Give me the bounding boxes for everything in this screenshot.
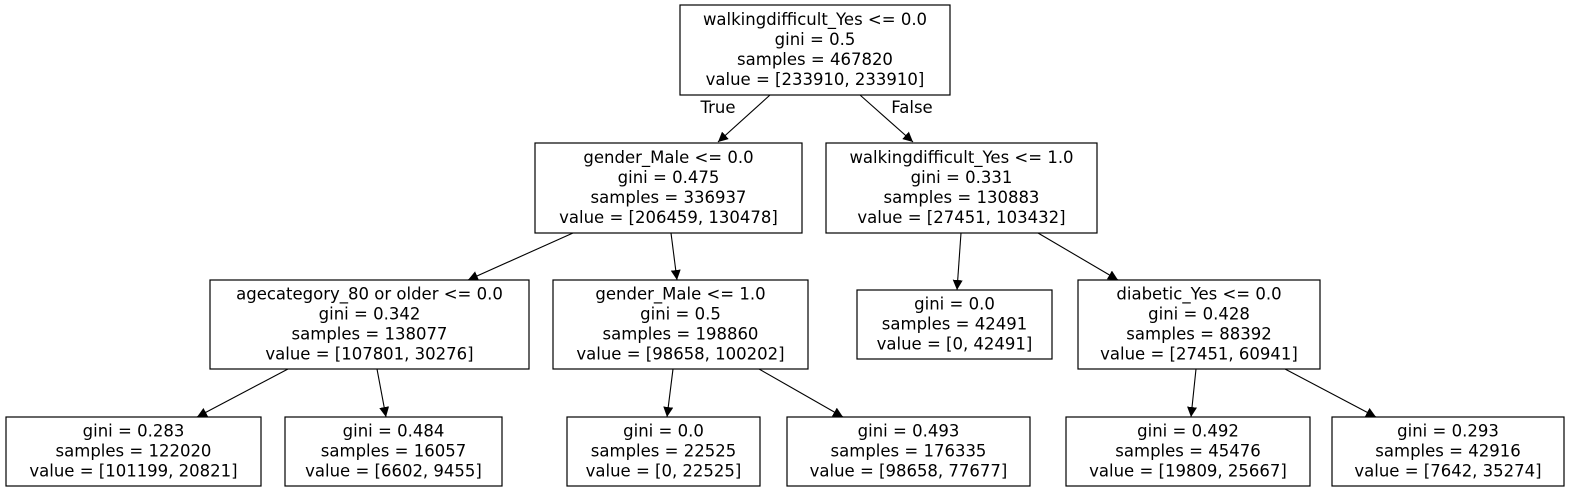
- node-line: gini = 0.484: [343, 422, 445, 441]
- node-line: samples = 122020: [56, 442, 212, 461]
- node-line: samples = 42916: [1375, 442, 1520, 461]
- node-line: gini = 0.293: [1397, 422, 1499, 441]
- node-line: samples = 16057: [321, 442, 466, 461]
- node-line: samples = 467820: [737, 50, 893, 69]
- node-box: [786, 416, 1031, 487]
- node-line: samples = 138077: [292, 325, 448, 344]
- edge-arrow-n1-n4: [670, 232, 681, 281]
- node-line: samples = 198860: [603, 325, 759, 344]
- node-line: value = [19809, 25667]: [1089, 462, 1287, 481]
- node-box: [1331, 416, 1565, 487]
- node-line: gini = 0.0: [623, 422, 704, 441]
- node-line: value = [98658, 100202]: [576, 345, 784, 364]
- node-line: samples = 130883: [884, 188, 1040, 207]
- node-line: gender_Male <= 0.0: [583, 148, 753, 168]
- node-box: [284, 416, 503, 487]
- node-box: [856, 289, 1053, 360]
- node-box: [1065, 416, 1311, 487]
- node-line: value = [0, 22525]: [586, 462, 742, 481]
- node-line: gini = 0.331: [911, 168, 1013, 187]
- node-line: gini = 0.5: [775, 30, 856, 49]
- node-line: samples = 45476: [1115, 442, 1260, 461]
- node-box: [825, 142, 1098, 234]
- node-line: gini = 0.5: [640, 305, 721, 324]
- node-box: [566, 416, 761, 487]
- node-line: samples = 176335: [831, 442, 987, 461]
- node-line: value = [206459, 130478]: [559, 208, 778, 227]
- edge-arrow-n6-n12: [1284, 368, 1377, 418]
- node-line: gini = 0.283: [83, 422, 185, 441]
- node-line: value = [98658, 77677]: [810, 462, 1008, 481]
- edge-arrow-n1-n3: [467, 232, 574, 281]
- edge-arrow-n3-n8: [376, 368, 390, 418]
- node-box: [209, 279, 530, 370]
- node-line: agecategory_80 or older <= 0.0: [236, 285, 503, 305]
- node-box: [679, 4, 951, 96]
- node-box: [552, 279, 809, 370]
- edge-label-false: False: [891, 98, 932, 117]
- node-line: gender_Male <= 1.0: [595, 285, 765, 305]
- edge-arrow-n0-n2: [859, 94, 914, 143]
- node-line: value = [0, 42491]: [877, 335, 1033, 354]
- node-box: [534, 142, 803, 234]
- node-line: value = [7642, 35274]: [1354, 462, 1541, 481]
- node-line: value = [233910, 233910]: [706, 70, 925, 89]
- node-line: value = [6602, 9455]: [305, 462, 482, 481]
- node-line: diabetic_Yes <= 0.0: [1116, 285, 1281, 305]
- node-box: [1077, 279, 1321, 370]
- node-line: value = [27451, 103432]: [857, 208, 1065, 227]
- node-line: value = [107801, 30276]: [265, 345, 473, 364]
- node-line: value = [101199, 20821]: [29, 462, 237, 481]
- edge-arrow-n2-n5: [952, 232, 963, 291]
- edge-arrow-n0-n1: [717, 94, 771, 143]
- node-line: samples = 42491: [882, 315, 1027, 334]
- node-line: value = [27451, 60941]: [1100, 345, 1298, 364]
- node-line: samples = 22525: [591, 442, 736, 461]
- node-line: samples = 336937: [591, 188, 747, 207]
- edges-layer: True False: [196, 94, 1377, 418]
- node-line: samples = 88392: [1126, 325, 1271, 344]
- node-line: gini = 0.493: [858, 422, 960, 441]
- edge-arrow-n6-n11: [1187, 368, 1198, 418]
- edge-label-true: True: [699, 98, 735, 117]
- node-box: [5, 416, 262, 487]
- node-line: walkingdifficult_Yes <= 0.0: [703, 10, 927, 30]
- edge-arrow-n3-n7: [196, 368, 289, 418]
- node-line: walkingdifficult_Yes <= 1.0: [849, 148, 1073, 168]
- edge-arrow-n4-n9: [663, 368, 674, 418]
- edge-arrow-n4-n10: [758, 368, 844, 418]
- node-line: gini = 0.342: [319, 305, 421, 324]
- node-line: gini = 0.0: [914, 295, 995, 314]
- node-line: gini = 0.428: [1148, 305, 1250, 324]
- node-line: gini = 0.492: [1137, 422, 1239, 441]
- node-line: gini = 0.475: [618, 168, 720, 187]
- edge-arrow-n2-n6: [1037, 232, 1119, 281]
